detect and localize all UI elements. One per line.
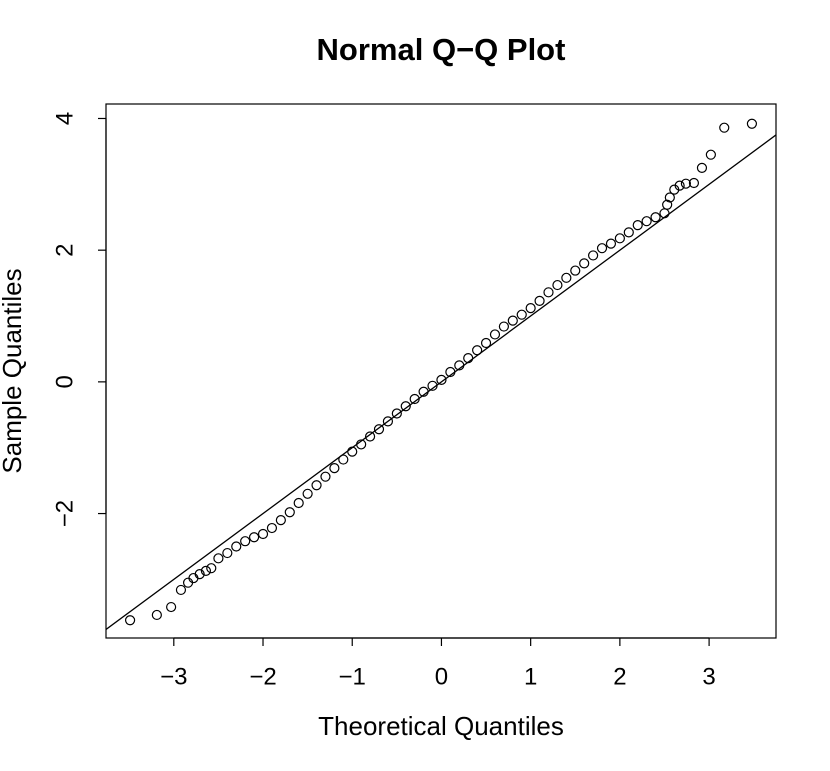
point xyxy=(463,353,474,364)
point xyxy=(338,454,349,465)
point xyxy=(213,553,224,564)
point xyxy=(182,577,194,588)
y-axis-label: Sample Quantiles xyxy=(0,268,27,473)
point xyxy=(525,303,536,314)
point xyxy=(696,162,708,173)
point xyxy=(231,541,242,552)
point xyxy=(664,192,675,203)
point xyxy=(240,536,251,547)
point xyxy=(329,463,340,474)
point xyxy=(364,431,376,442)
y-tick-label: 2 xyxy=(51,243,78,256)
x-axis-label: Theoretical Quantiles xyxy=(318,711,564,741)
point xyxy=(293,497,304,509)
point xyxy=(275,515,286,526)
point xyxy=(489,329,501,340)
point xyxy=(662,199,673,210)
point xyxy=(570,265,581,276)
point xyxy=(705,149,716,160)
chart-title: Normal Q−Q Plot xyxy=(317,32,566,67)
point xyxy=(248,532,260,543)
point xyxy=(284,507,295,518)
point xyxy=(382,416,394,427)
point xyxy=(632,220,643,231)
x-tick-label: −3 xyxy=(160,663,187,690)
point xyxy=(418,386,429,397)
x-tick-label: −2 xyxy=(249,663,276,690)
point xyxy=(746,118,758,129)
x-tick-label: 0 xyxy=(435,663,448,690)
point xyxy=(373,424,385,435)
point xyxy=(454,360,465,371)
point xyxy=(579,258,590,269)
point xyxy=(222,547,233,559)
point xyxy=(400,401,411,412)
point xyxy=(641,216,652,227)
point xyxy=(409,393,420,405)
y-tick-label: −2 xyxy=(51,500,78,527)
point xyxy=(605,238,617,249)
point xyxy=(472,345,483,356)
point xyxy=(356,439,367,450)
x-tick-label: 1 xyxy=(524,663,537,690)
point xyxy=(200,565,212,576)
point xyxy=(391,408,402,419)
point xyxy=(206,563,217,574)
point xyxy=(543,287,554,298)
point xyxy=(151,609,162,621)
point xyxy=(561,272,572,283)
point xyxy=(480,337,492,349)
point xyxy=(596,243,608,254)
point xyxy=(436,374,447,385)
reference-line xyxy=(106,134,776,630)
point xyxy=(719,122,730,133)
point xyxy=(674,180,685,191)
point xyxy=(257,528,269,540)
point xyxy=(623,227,634,238)
point xyxy=(320,471,331,482)
point xyxy=(302,488,313,499)
y-tick-label: 0 xyxy=(51,375,78,388)
point xyxy=(688,177,700,189)
point xyxy=(427,380,438,391)
point xyxy=(516,309,527,320)
point xyxy=(614,233,625,244)
point xyxy=(680,178,691,189)
point xyxy=(498,321,509,332)
x-tick-label: 3 xyxy=(702,663,715,690)
point xyxy=(266,522,278,534)
point xyxy=(347,446,358,457)
x-tick-label: 2 xyxy=(613,663,626,690)
point xyxy=(124,615,136,626)
point xyxy=(311,480,322,491)
point xyxy=(194,569,205,580)
y-tick-label: 4 xyxy=(51,112,78,125)
point xyxy=(445,366,456,378)
point xyxy=(534,295,545,306)
point xyxy=(507,315,518,326)
point xyxy=(588,250,599,261)
point xyxy=(175,584,187,596)
point xyxy=(552,279,563,291)
x-tick-label: −1 xyxy=(339,663,366,690)
point xyxy=(650,212,661,223)
point xyxy=(166,601,177,613)
